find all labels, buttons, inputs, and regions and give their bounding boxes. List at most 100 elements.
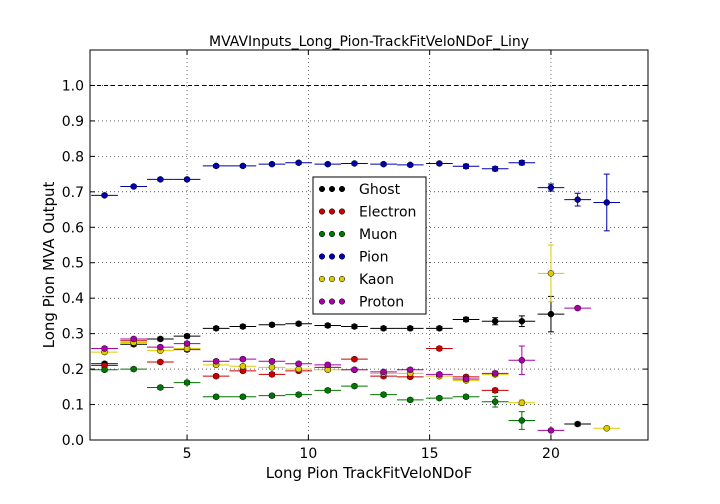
electron-point bbox=[268, 371, 276, 378]
proton-point bbox=[183, 340, 191, 347]
kaon-point bbox=[518, 399, 526, 407]
pion-point bbox=[406, 161, 414, 169]
legend-label-muon: Muon bbox=[359, 227, 397, 243]
ghost-point bbox=[462, 316, 470, 323]
legend-label-proton: Proton bbox=[359, 295, 404, 311]
muon-point bbox=[101, 366, 108, 374]
ghost-point bbox=[547, 310, 555, 318]
y-tick-label: 1.0 bbox=[62, 78, 84, 94]
pion-point bbox=[547, 184, 555, 191]
ghost-point bbox=[518, 317, 526, 325]
ghost-point bbox=[574, 420, 581, 428]
kaon-point bbox=[268, 364, 276, 371]
proton-point bbox=[462, 375, 470, 383]
ghost-point bbox=[406, 325, 414, 332]
ghost-point bbox=[239, 323, 247, 330]
y-tick-label: 0.8 bbox=[62, 149, 84, 165]
legend-marker-electron bbox=[318, 208, 326, 215]
proton-point bbox=[130, 335, 137, 343]
ghost-point bbox=[491, 317, 499, 325]
y-tick-label: 0.9 bbox=[62, 114, 84, 130]
pion-point bbox=[183, 176, 191, 183]
y-tick-label: 0.0 bbox=[62, 433, 84, 449]
pion-point bbox=[380, 160, 387, 168]
kaon-point bbox=[239, 363, 247, 370]
ghost-point bbox=[295, 320, 302, 327]
proton-point bbox=[212, 358, 220, 365]
pion-point bbox=[101, 192, 108, 199]
y-axis-label: Long Pion MVA Output bbox=[40, 181, 58, 348]
pion-point bbox=[351, 160, 358, 167]
electron-point bbox=[491, 387, 499, 394]
y-tick-label: 0.3 bbox=[62, 327, 84, 343]
proton-point bbox=[491, 370, 499, 377]
plot-frame bbox=[89, 49, 649, 441]
pion-point bbox=[491, 165, 499, 173]
y-tick-label: 0.1 bbox=[62, 398, 84, 414]
x-tick-label: 10 bbox=[299, 446, 317, 462]
muon-point bbox=[406, 396, 414, 404]
ghost-point bbox=[183, 332, 191, 340]
pion-point bbox=[157, 176, 164, 183]
muon-point bbox=[324, 387, 332, 394]
series-proton bbox=[91, 304, 591, 434]
muon-point bbox=[380, 391, 387, 398]
muon-point bbox=[518, 417, 526, 424]
y-tick-label: 0.6 bbox=[62, 220, 84, 236]
legend-label-pion: Pion bbox=[359, 250, 388, 266]
legend-marker-ghost bbox=[338, 185, 346, 193]
kaon-point bbox=[547, 270, 555, 277]
y-tick-label: 0.2 bbox=[62, 362, 84, 378]
kaon-point bbox=[603, 425, 611, 432]
legend-marker-electron bbox=[338, 208, 346, 215]
proton-point bbox=[101, 345, 108, 352]
legend-marker-electron bbox=[328, 208, 336, 215]
muon-point bbox=[462, 393, 470, 400]
y-tick-label: 0.7 bbox=[62, 185, 84, 201]
ghost-point bbox=[268, 321, 276, 329]
y-tick-label: 0.4 bbox=[62, 291, 84, 307]
proton-point bbox=[436, 371, 443, 378]
legend-marker-proton bbox=[318, 298, 326, 305]
muon-point bbox=[239, 393, 247, 400]
electron-point bbox=[212, 372, 220, 380]
pion-point bbox=[462, 163, 470, 170]
electron-point bbox=[436, 345, 443, 352]
legend-label-ghost: Ghost bbox=[359, 182, 401, 198]
legend-marker-muon bbox=[318, 230, 326, 238]
legend-marker-pion bbox=[318, 253, 326, 260]
x-axis-label: Long Pion TrackFitVeloNDoF bbox=[266, 464, 472, 482]
pion-point bbox=[130, 183, 137, 190]
legend-marker-kaon bbox=[318, 275, 326, 283]
pion-point bbox=[295, 159, 302, 166]
x-tick-label: 5 bbox=[183, 446, 192, 462]
legend-marker-pion bbox=[328, 253, 336, 260]
ghost-point bbox=[436, 325, 443, 332]
electron-point bbox=[157, 358, 164, 366]
pion-point bbox=[436, 160, 443, 167]
ghost-point bbox=[351, 323, 358, 330]
series-pion bbox=[91, 159, 621, 232]
legend: Ghost Electron Muon Pion Kaon Proton bbox=[312, 176, 427, 315]
proton-point bbox=[406, 366, 414, 374]
proton-point bbox=[380, 368, 387, 376]
legend-marker-proton bbox=[328, 298, 336, 305]
legend-box bbox=[312, 176, 427, 315]
series-layer bbox=[91, 159, 621, 434]
x-tick-label: 20 bbox=[542, 446, 560, 462]
ghost-point bbox=[212, 325, 220, 332]
proton-point bbox=[547, 427, 555, 434]
ghost-point bbox=[157, 335, 164, 343]
pion-point bbox=[239, 162, 247, 170]
muon-point bbox=[351, 382, 358, 390]
muon-point bbox=[212, 393, 220, 400]
legend-label-electron: Electron bbox=[359, 205, 416, 221]
proton-point bbox=[157, 343, 164, 351]
ghost-point bbox=[380, 325, 387, 332]
chart-title: MVAVInputs_Long_Pion-TrackFitVeloNDoF_Li… bbox=[209, 34, 529, 50]
proton-point bbox=[324, 361, 332, 369]
muon-point bbox=[183, 379, 191, 386]
legend-marker-kaon bbox=[328, 275, 336, 283]
pion-point bbox=[518, 159, 526, 166]
